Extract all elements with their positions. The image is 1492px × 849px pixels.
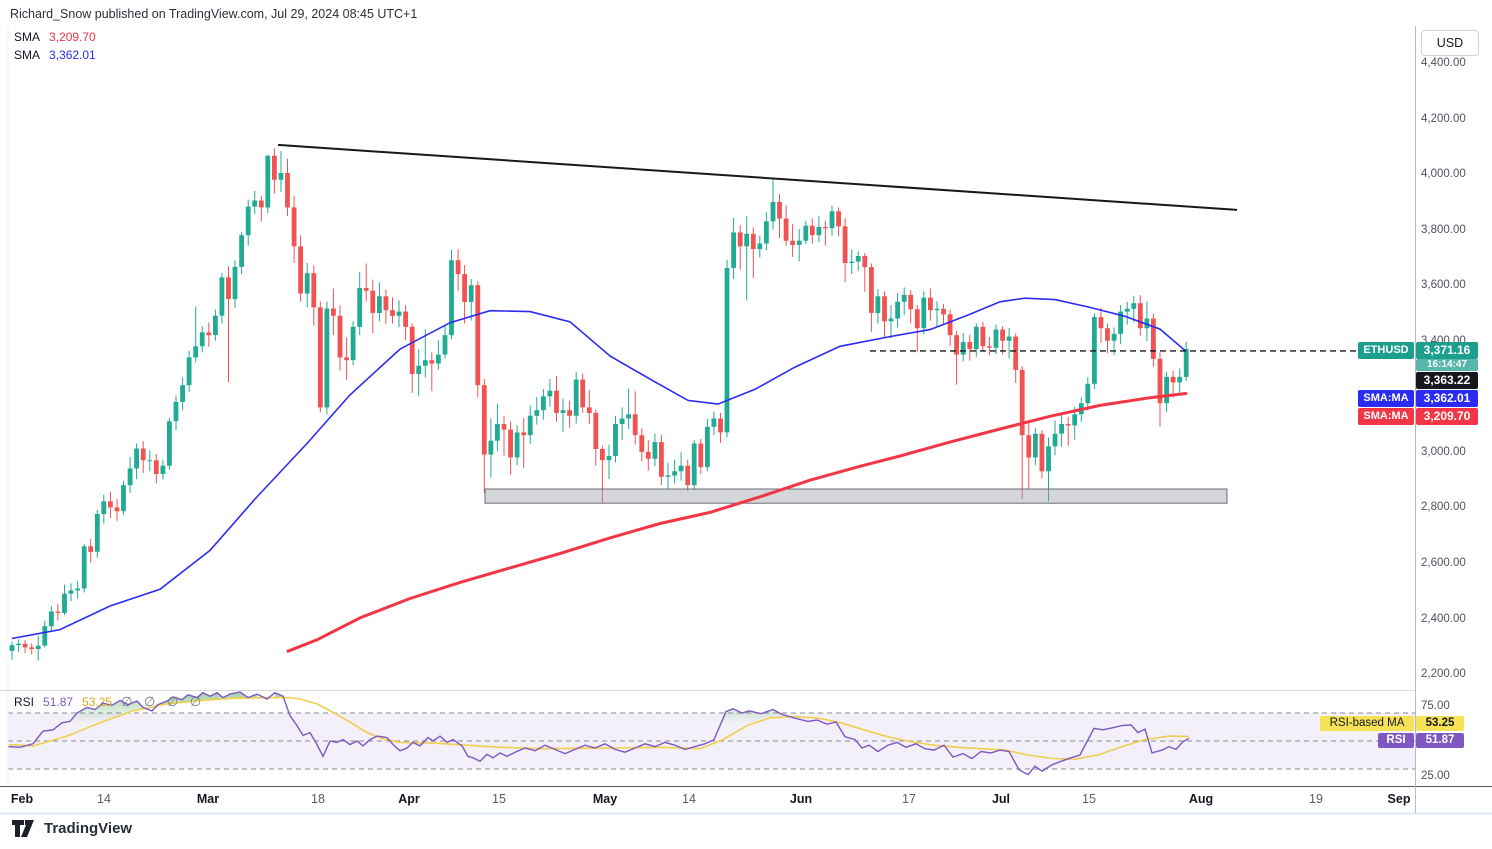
time-tick-label: Apr bbox=[398, 792, 420, 806]
sma-slow-value: 3,362.01 bbox=[49, 48, 96, 62]
rsi-legend[interactable]: RSI 51.87 53.25 ∅ ∅ ∅ ∅ bbox=[14, 694, 205, 710]
time-tick-label: Mar bbox=[196, 792, 220, 806]
sma-fast-label: SMA bbox=[14, 30, 41, 44]
time-tick-label: Aug bbox=[1188, 792, 1214, 806]
sma-slow-price-tag: SMA:MA bbox=[1358, 390, 1414, 407]
attribution-bar: TradingView bbox=[12, 820, 132, 837]
time-tick-label: 14 bbox=[97, 792, 111, 806]
sma-slow-label: SMA bbox=[14, 48, 41, 62]
sma-fast-price-tag: SMA:MA bbox=[1358, 408, 1414, 425]
rsi-ma-tag: RSI-based MA bbox=[1320, 716, 1414, 731]
sma-fast-legend-row[interactable]: SMA 3,209.70 bbox=[14, 28, 96, 46]
rsi-ma-legend-value: 53.25 bbox=[82, 695, 113, 709]
time-tick-label: 18 bbox=[311, 792, 325, 806]
time-tick-label: May bbox=[592, 792, 618, 806]
rsi-tick-label: 75.00 bbox=[1421, 700, 1450, 712]
price-tick-label: 4,200.00 bbox=[1421, 112, 1466, 125]
rsi-value-label: 51.87 bbox=[1416, 733, 1464, 748]
currency-toggle-button[interactable]: USD bbox=[1421, 30, 1479, 56]
price-tick-label: 3,800.00 bbox=[1421, 223, 1466, 236]
time-tick-label: 19 bbox=[1309, 792, 1323, 806]
rsi-legend-label: RSI bbox=[14, 695, 35, 709]
sma-slow-price-label: 3,362.01 bbox=[1416, 390, 1478, 407]
time-tick-label: 15 bbox=[1082, 792, 1096, 806]
time-tick-label: Jul bbox=[991, 792, 1011, 806]
hline-price-label: 3,363.22 bbox=[1416, 372, 1478, 389]
sma-slow-legend-row[interactable]: SMA 3,362.01 bbox=[14, 46, 96, 64]
price-tick-label: 4,400.00 bbox=[1421, 57, 1466, 69]
time-tick-label: Jun bbox=[789, 792, 813, 806]
tradingview-brand-text[interactable]: TradingView bbox=[44, 820, 133, 837]
price-tick-label: 3,000.00 bbox=[1421, 445, 1466, 458]
time-tick-label: Feb bbox=[10, 792, 34, 806]
bar-countdown-label: 16:14:47 bbox=[1416, 359, 1478, 371]
publish-header: Richard_Snow published on TradingView.co… bbox=[10, 7, 418, 21]
rsi-legend-value: 51.87 bbox=[43, 695, 74, 709]
time-axis[interactable]: Feb 14 Mar 18 Apr 15 May 14 Jun 17 Jul 15 Aug 19 Sep bbox=[0, 792, 1492, 812]
time-tick-label: 17 bbox=[902, 792, 916, 806]
time-tick-label: 14 bbox=[682, 792, 696, 806]
time-tick-label: 15 bbox=[492, 792, 506, 806]
time-tick-label: Sep bbox=[1387, 792, 1411, 806]
price-tick-label: 2,200.00 bbox=[1421, 668, 1466, 680]
price-tick-label: 2,600.00 bbox=[1421, 556, 1466, 569]
rsi-legend-empty-values: ∅ ∅ ∅ ∅ bbox=[121, 694, 206, 709]
price-tick-label: 2,400.00 bbox=[1421, 612, 1466, 625]
tradingview-logo-icon[interactable] bbox=[12, 820, 36, 837]
indicator-legend: SMA 3,209.70 SMA 3,362.01 bbox=[14, 28, 96, 64]
sma-fast-value: 3,209.70 bbox=[49, 30, 96, 44]
rsi-tick-label: 25.00 bbox=[1421, 770, 1450, 782]
price-tick-label: 4,000.00 bbox=[1421, 168, 1466, 181]
price-tick-label: 3,600.00 bbox=[1421, 279, 1466, 292]
rsi-ma-value-label: 53.25 bbox=[1416, 716, 1464, 731]
symbol-price-tag: ETHUSD bbox=[1358, 342, 1414, 359]
last-price-label: 3,371.16 bbox=[1416, 342, 1478, 359]
rsi-tag: RSI bbox=[1378, 733, 1414, 748]
price-tick-label: 2,800.00 bbox=[1421, 501, 1466, 514]
sma-fast-price-label: 3,209.70 bbox=[1416, 408, 1478, 425]
